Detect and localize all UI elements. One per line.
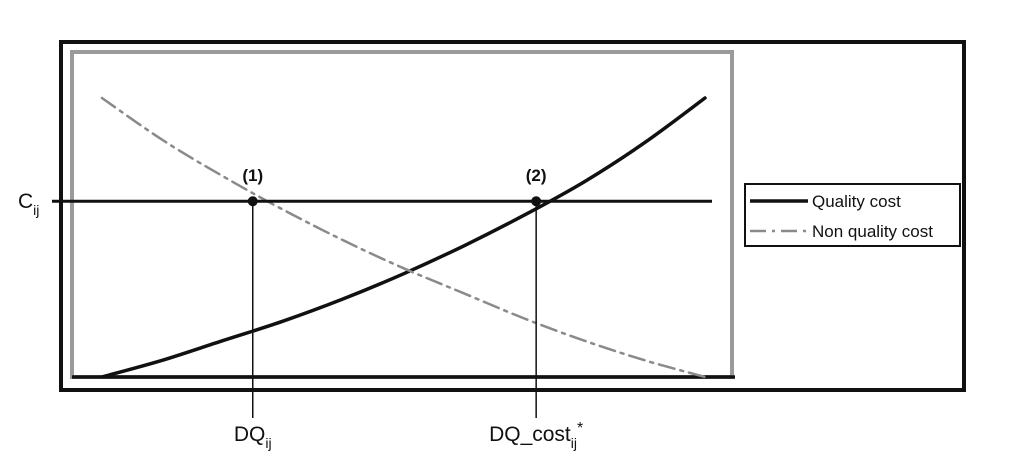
point-label-1: (1) [242,166,263,185]
annotation-layer: Cij (1) DQij (2) DQ_costij* [18,166,712,451]
series-line-quality-cost [100,96,707,379]
legend-label-non-quality-cost: Non quality cost [812,222,933,241]
plot-area-border [70,50,734,379]
intersection-point-2 [531,196,542,207]
legend-label-quality-cost: Quality cost [812,192,901,211]
legend-box [744,183,961,247]
intersection-point-1 [247,196,258,207]
series-line-non-quality-cost [100,96,707,379]
threshold-label: Cij [18,190,39,218]
x-marker-label-1: DQij [234,423,272,451]
outer-frame [59,40,966,392]
series-layer [100,96,707,379]
point-label-2: (2) [526,166,547,185]
x-marker-label-2: DQ_costij* [489,420,583,451]
legend: Quality cost Non quality cost [744,183,961,247]
